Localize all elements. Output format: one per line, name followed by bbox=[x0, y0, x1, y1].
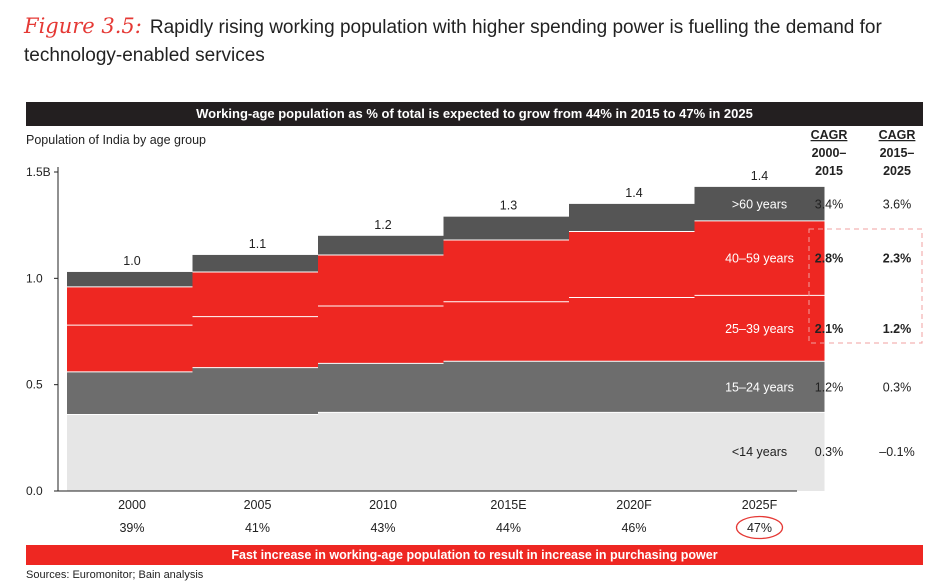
bar-total-label: 1.0 bbox=[123, 254, 140, 268]
bar-segment-age15_24-2025f bbox=[694, 361, 825, 413]
y-tick-label: 0.5 bbox=[26, 378, 43, 392]
bar-segment-age40_59-2020f bbox=[569, 231, 699, 298]
header-banner: Working-age population as % of total is … bbox=[26, 102, 923, 126]
source-note: Sources: Euromonitor; Bain analysis bbox=[26, 569, 204, 581]
bar-segment-under14-2025f bbox=[694, 412, 825, 491]
bar-total-label: 1.4 bbox=[751, 169, 768, 183]
y-tick-label: 1.0 bbox=[26, 271, 43, 285]
cagr-value-2000-2015: 3.4% bbox=[815, 197, 844, 211]
cagr-value-2000-2015: 2.8% bbox=[815, 252, 844, 266]
bar-segment-age40_59-2010 bbox=[318, 254, 448, 306]
cagr-value-2000-2015: 1.2% bbox=[815, 380, 844, 394]
segment-label-age40_59: 40–59 years bbox=[725, 252, 794, 266]
cagr-header-text: CAGR bbox=[879, 128, 916, 142]
bar-segment-age15_24-2010 bbox=[318, 363, 448, 413]
bar-total-label: 1.3 bbox=[500, 199, 517, 213]
bar-segment-age40_59-2015e bbox=[443, 240, 574, 302]
cagr-header-text: 2025 bbox=[883, 164, 911, 178]
x-tick-label: 2025F bbox=[742, 498, 778, 512]
bar-total-label: 1.1 bbox=[249, 237, 266, 251]
cagr-header-text: 2000– bbox=[812, 146, 847, 160]
bar-segment-age40_59-2000 bbox=[67, 286, 197, 326]
working-age-share-label: 46% bbox=[621, 521, 646, 535]
x-tick-label: 2015E bbox=[490, 498, 526, 512]
cagr-value-2015-2025: 3.6% bbox=[883, 197, 912, 211]
bar-segment-age15_24-2015e bbox=[443, 361, 574, 413]
figure-title-text: Rapidly rising working population with h… bbox=[24, 17, 882, 66]
working-age-share-label: 39% bbox=[119, 521, 144, 535]
bar-segment-age15_24-2005 bbox=[192, 367, 323, 415]
cagr-header-text: CAGR bbox=[811, 128, 848, 142]
figure-title: Figure 3.5: Rapidly rising working popula… bbox=[24, 12, 939, 70]
working-age-share-label: 44% bbox=[496, 521, 521, 535]
segment-label-over60: >60 years bbox=[732, 197, 787, 211]
x-tick-label: 2005 bbox=[244, 498, 272, 512]
x-tick-label: 2000 bbox=[118, 498, 146, 512]
bar-segment-age40_59-2005 bbox=[192, 271, 323, 317]
bar-segment-age15_24-2000 bbox=[67, 371, 197, 415]
bar-segment-age15_24-2020f bbox=[569, 361, 699, 413]
bar-segment-age25_39-2025f bbox=[694, 295, 825, 362]
cagr-value-2000-2015: 0.3% bbox=[815, 445, 844, 459]
bar-segment-over60-2005 bbox=[192, 254, 323, 272]
working-age-share-label: 47% bbox=[747, 521, 772, 535]
bar-segment-over60-2025f bbox=[694, 186, 825, 221]
chart-subtitle: Population of India by age group bbox=[26, 133, 206, 147]
bar-segment-under14-2000 bbox=[67, 414, 197, 491]
bar-segment-over60-2000 bbox=[67, 271, 197, 287]
cagr-header-text: 2015 bbox=[815, 164, 843, 178]
working-age-share-label: 41% bbox=[245, 521, 270, 535]
segment-label-age15_24: 15–24 years bbox=[725, 380, 794, 394]
bar-total-label: 1.4 bbox=[625, 186, 642, 200]
y-tick-label: 1.5B bbox=[26, 165, 51, 179]
bar-segment-age25_39-2020f bbox=[569, 297, 699, 362]
bar-segment-age40_59-2025f bbox=[694, 220, 825, 296]
cagr-value-2015-2025: 0.3% bbox=[883, 380, 912, 394]
bar-segment-under14-2020f bbox=[569, 412, 699, 491]
highlight-circle bbox=[735, 515, 784, 540]
cagr-header-text: 2015– bbox=[880, 146, 915, 160]
figure-label: Figure 3.5: bbox=[24, 14, 142, 38]
cagr-highlight-box bbox=[808, 228, 923, 344]
bar-segment-age25_39-2015e bbox=[443, 301, 574, 362]
bar-segment-over60-2010 bbox=[318, 235, 448, 255]
bar-segment-over60-2020f bbox=[569, 203, 699, 232]
bar-segment-under14-2015e bbox=[443, 412, 574, 491]
segment-label-age25_39: 25–39 years bbox=[725, 322, 794, 336]
cagr-value-2015-2025: –0.1% bbox=[879, 445, 914, 459]
bar-segment-age25_39-2000 bbox=[67, 325, 197, 372]
working-age-share-label: 43% bbox=[370, 521, 395, 535]
segment-label-under14: <14 years bbox=[732, 445, 787, 459]
cagr-value-2015-2025: 2.3% bbox=[883, 252, 912, 266]
cagr-value-2000-2015: 2.1% bbox=[815, 322, 844, 336]
bar-segment-age25_39-2010 bbox=[318, 305, 448, 364]
cagr-value-2015-2025: 1.2% bbox=[883, 322, 912, 336]
bar-total-label: 1.2 bbox=[374, 218, 391, 232]
bar-segment-age25_39-2005 bbox=[192, 316, 323, 368]
footer-banner: Fast increase in working-age population … bbox=[26, 545, 923, 565]
y-tick-label: 0.0 bbox=[26, 484, 43, 498]
bar-segment-under14-2005 bbox=[192, 414, 323, 491]
x-tick-label: 2010 bbox=[369, 498, 397, 512]
bar-segment-over60-2015e bbox=[443, 216, 574, 241]
x-tick-label: 2020F bbox=[616, 498, 652, 512]
bar-segment-under14-2010 bbox=[318, 412, 448, 491]
